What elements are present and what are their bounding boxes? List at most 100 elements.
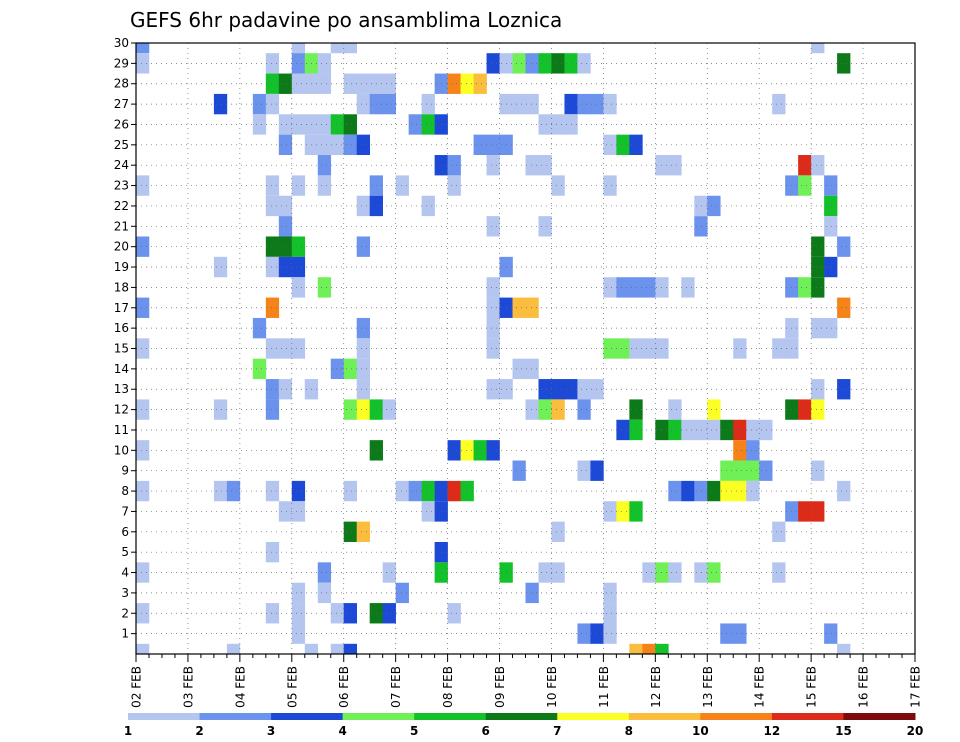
heatmap-cell xyxy=(668,480,682,502)
heatmap-cell xyxy=(603,501,617,522)
heatmap-cell xyxy=(824,195,838,217)
heatmap-cell xyxy=(460,440,474,461)
heatmap-cell xyxy=(577,379,591,400)
heatmap-cell xyxy=(694,562,708,583)
heatmap-cell xyxy=(486,134,500,156)
heatmap-cell xyxy=(136,43,150,54)
heatmap-cell xyxy=(136,399,150,420)
heatmap-cell xyxy=(421,114,435,135)
x-tick-label: 17 FEB xyxy=(909,666,923,708)
legend-swatch xyxy=(199,713,272,720)
heatmap-cell xyxy=(447,73,461,94)
y-tick-label: 18 xyxy=(114,280,129,294)
x-tick-label: 13 FEB xyxy=(701,666,715,708)
legend-swatch xyxy=(128,713,201,720)
heatmap-cell xyxy=(733,480,747,502)
heatmap-cell xyxy=(538,114,552,135)
heatmap-cell xyxy=(291,175,306,196)
heatmap-cell xyxy=(590,623,604,644)
heatmap-cell xyxy=(447,440,461,461)
y-axis: 1234567891011121314151617181920212223242… xyxy=(114,36,136,641)
heatmap-cell xyxy=(278,195,293,217)
heatmap-cell xyxy=(265,256,280,278)
heatmap-cell xyxy=(317,53,332,74)
heatmap-cell xyxy=(811,155,825,176)
heatmap-cell xyxy=(525,53,539,74)
heatmap-cell xyxy=(512,93,526,115)
heatmap-cell xyxy=(291,53,306,74)
heatmap-cell xyxy=(733,623,747,644)
heatmap-cell xyxy=(590,460,604,481)
heatmap-cell xyxy=(772,521,786,542)
heatmap-cell xyxy=(707,195,721,217)
heatmap-cell xyxy=(642,277,656,298)
y-tick-label: 29 xyxy=(114,56,129,70)
heatmap-cell xyxy=(837,480,851,502)
legend-label: 4 xyxy=(338,724,346,738)
heatmap-cell xyxy=(486,53,500,74)
y-tick-label: 14 xyxy=(114,362,129,376)
y-tick-label: 21 xyxy=(114,219,129,233)
legend-label: 2 xyxy=(195,724,203,738)
legend-swatch xyxy=(342,713,415,720)
heatmap-cell xyxy=(486,440,500,461)
heatmap-cell xyxy=(291,582,306,604)
heatmap-cell xyxy=(551,562,565,583)
y-tick-label: 3 xyxy=(121,586,129,600)
heatmap-cell xyxy=(603,93,617,115)
heatmap-cell xyxy=(590,379,604,400)
heatmap-cell xyxy=(252,114,267,135)
heatmap-cell xyxy=(577,53,591,74)
heatmap-cell xyxy=(291,114,306,135)
heatmap-cell xyxy=(356,236,370,257)
heatmap-cell xyxy=(291,338,306,359)
y-tick-label: 1 xyxy=(121,627,129,641)
heatmap-cell xyxy=(356,195,370,217)
heatmap-cell xyxy=(343,643,358,654)
legend-swatch xyxy=(843,713,916,720)
heatmap-cell xyxy=(473,134,487,156)
heatmap-cell xyxy=(746,419,760,441)
x-tick-label: 16 FEB xyxy=(857,666,871,708)
heatmap-cell xyxy=(538,216,552,237)
heatmap-cell xyxy=(694,216,708,237)
heatmap-cell xyxy=(343,603,358,624)
heatmap-cell xyxy=(486,297,500,318)
heatmap-cell xyxy=(525,297,539,318)
legend-label: 8 xyxy=(625,724,633,738)
heatmap-cell xyxy=(278,338,293,359)
heatmap-cell xyxy=(642,562,656,583)
heatmap-cell xyxy=(759,419,773,441)
heatmap-cell xyxy=(395,175,409,196)
heatmap-cell xyxy=(330,358,345,380)
heatmap-cell xyxy=(577,460,591,481)
heatmap-cell xyxy=(642,643,656,654)
heatmap-cell xyxy=(746,460,760,481)
heatmap-cell xyxy=(408,480,422,502)
heatmap-cell xyxy=(356,379,370,400)
x-tick-label: 05 FEB xyxy=(285,666,299,708)
heatmap-cell xyxy=(603,277,617,298)
heatmap-cell xyxy=(538,53,552,74)
heatmap-cell xyxy=(811,399,825,420)
heatmap-cell xyxy=(213,399,228,420)
heatmap-cell xyxy=(603,338,617,359)
heatmap-cell xyxy=(707,419,721,441)
color-legend: 1 2 3 4 5 6 7 8 10 12 15 20 xyxy=(124,713,923,738)
heatmap-cell xyxy=(265,297,280,318)
heatmap-cell xyxy=(291,73,306,94)
heatmap-cell xyxy=(317,134,332,156)
heatmap-cell xyxy=(291,277,306,298)
heatmap-cell xyxy=(343,521,358,542)
heatmap-cell xyxy=(538,562,552,583)
y-tick-label: 5 xyxy=(121,545,129,559)
heatmap-cell xyxy=(681,419,695,441)
heatmap-cell xyxy=(811,256,825,278)
y-tick-label: 15 xyxy=(114,342,129,356)
heatmap-cell xyxy=(278,114,293,135)
legend-swatch xyxy=(628,713,701,720)
heatmap-cell xyxy=(811,43,825,54)
heatmap-cell xyxy=(772,338,786,359)
heatmap-cell xyxy=(136,297,150,318)
heatmap-cell xyxy=(421,195,435,217)
